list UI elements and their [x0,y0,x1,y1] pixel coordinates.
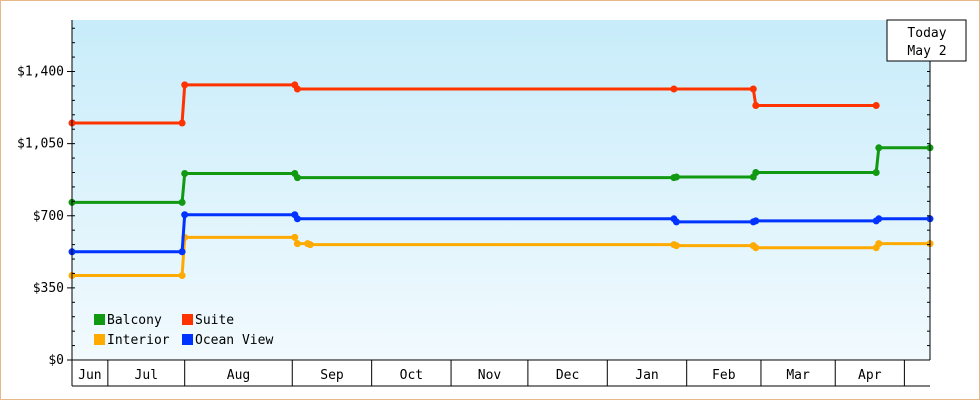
x-tick-label: Apr [858,368,882,383]
data-point-2-10 [752,244,760,252]
x-tick-label: Oct [400,368,423,383]
data-point-2-4 [293,240,301,248]
legend-label-3: Ocean View [195,333,273,348]
data-point-2-8 [672,242,680,250]
legend-swatch-2 [94,334,105,345]
today-label: Today [907,26,946,41]
y-tick-label: $700 [33,209,64,224]
y-tick-label: $1,400 [17,65,64,80]
x-tick-label: Mar [786,368,810,383]
x-tick-label: Jan [635,368,658,383]
data-point-0-1 [178,198,186,206]
x-tick-label: Jun [78,368,101,383]
legend-swatch-0 [94,314,105,325]
x-tick-label: Jul [135,368,158,383]
data-point-1-1 [178,119,186,127]
axes-layer: $0 $350 $700 $1,050 $1,400 Jun Jul Aug Sep Oct Nov… [17,20,931,387]
data-point-0-4 [293,174,301,182]
y-tick-label: $1,050 [17,137,64,152]
data-point-2-12 [875,240,883,248]
y-tick-label: $350 [33,281,64,296]
data-point-2-1 [178,272,186,279]
today-marker: Today May 2 [886,19,967,62]
data-point-1-6 [749,85,757,93]
series-line-2 [72,235,930,277]
x-tick-label: Dec [556,368,579,383]
legend-label-2: Interior [107,333,170,348]
data-point-3-10 [875,215,883,223]
data-point-2-3 [291,233,299,241]
data-point-3-4 [293,215,301,223]
data-point-1-4 [293,85,301,93]
legend-swatch-1 [182,314,193,325]
data-point-3-2 [181,211,189,219]
legend-label-0: Balcony [107,313,162,328]
data-point-0-8 [752,169,760,176]
x-tick-label: Sep [320,368,344,383]
x-tick-label: Aug [227,368,250,383]
data-point-0-10 [875,144,883,152]
data-point-0-2 [181,170,189,177]
data-point-2-6 [306,241,314,249]
data-point-0-9 [872,169,880,176]
x-tick-label: Feb [712,368,736,383]
y-tick-label: $0 [48,353,64,368]
today-date: May 2 [907,44,946,59]
data-point-0-6 [672,173,680,181]
plot-area [72,20,930,360]
legend-swatch-3 [182,334,193,345]
legend: Balcony Suite Interior Ocean View [94,313,273,348]
series-layer [68,81,934,279]
data-point-1-7 [752,102,760,109]
data-point-1-5 [670,85,678,93]
data-point-1-8 [872,102,880,109]
data-point-1-2 [181,81,189,89]
legend-label-1: Suite [195,313,234,328]
data-point-3-8 [752,217,760,225]
data-point-3-6 [672,218,680,226]
data-point-3-1 [178,248,186,256]
today-box [886,19,967,62]
x-tick-label: Nov [478,368,502,383]
